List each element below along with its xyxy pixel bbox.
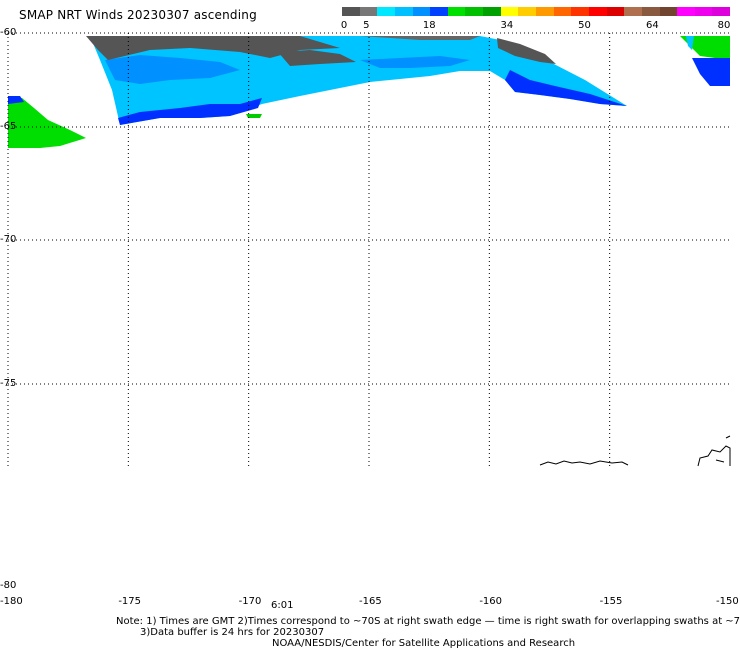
colorbar-segment xyxy=(712,7,731,16)
colorbar-tick-label: 5 xyxy=(363,20,370,31)
colorbar-segment xyxy=(624,7,642,16)
swath-gray-west xyxy=(86,36,340,60)
colorbar-segment xyxy=(571,7,589,16)
swath-left-green xyxy=(8,98,86,148)
swath-mid-blue-2 xyxy=(360,56,470,68)
longitude-label: -150 xyxy=(716,596,739,607)
colorbar-segment xyxy=(536,7,554,16)
longitude-label: -175 xyxy=(118,596,142,607)
colorbar-segment xyxy=(359,7,378,16)
colorbar-segment xyxy=(553,7,572,16)
coastline-east xyxy=(697,435,731,467)
swath-left-blue xyxy=(8,96,24,104)
colorbar-segment xyxy=(377,7,395,16)
note-line-2: 3)Data buffer is 24 hrs for 20230307 xyxy=(140,627,325,638)
swath-green-spot xyxy=(246,114,262,118)
colorbar-segment xyxy=(394,7,413,16)
colorbar-segment xyxy=(412,7,431,16)
latitude-label: -65 xyxy=(0,121,17,132)
colorbar-segment xyxy=(430,7,448,16)
note-line-3: NOAA/NESDIS/Center for Satellite Applica… xyxy=(272,638,576,649)
colorbar-segment xyxy=(641,7,660,16)
latitude-label: -70 xyxy=(0,234,17,245)
colorbar-segment xyxy=(500,7,519,16)
longitude-label: -155 xyxy=(599,596,623,607)
colorbar-segment xyxy=(588,7,607,16)
colorbar-segment xyxy=(447,7,466,16)
colorbar-segment xyxy=(342,7,360,16)
colorbar-segment xyxy=(483,7,501,16)
swath-time-label: 6:01 xyxy=(271,600,294,611)
coastline xyxy=(539,435,731,467)
colorbar-segment xyxy=(606,7,625,16)
map-title: SMAP NRT Winds 20230307 ascending xyxy=(19,8,257,22)
swath-gray-east xyxy=(497,38,556,64)
swath-mid-blue xyxy=(105,55,240,84)
swath-gray-top xyxy=(360,36,480,40)
longitude-label: -170 xyxy=(238,596,262,607)
longitude-label: -180 xyxy=(0,596,23,607)
colorbar-segment xyxy=(677,7,695,16)
coastline-central xyxy=(539,460,629,466)
colorbar-segment xyxy=(518,7,537,16)
swath-right-light xyxy=(686,36,694,50)
swath-dark-blue-west xyxy=(118,98,262,125)
wind-swaths xyxy=(8,36,730,148)
colorbar-tick-label: 0 xyxy=(340,20,348,31)
note-line-1: Note: 1) Times are GMT 2)Times correspon… xyxy=(116,616,740,627)
colorbar-segment xyxy=(465,7,484,16)
colorbar-segment xyxy=(694,7,713,16)
graticule xyxy=(7,32,730,466)
longitude-label: -160 xyxy=(479,596,503,607)
colorbar-tick-label: 34 xyxy=(500,20,514,31)
wind-speed-colorbar xyxy=(342,7,731,16)
swath-dark-blue-east xyxy=(505,70,627,106)
colorbar-tick-label: 50 xyxy=(578,20,591,31)
latitude-label: -75 xyxy=(0,378,17,389)
longitude-label: -165 xyxy=(359,596,382,607)
latitude-label: -80 xyxy=(0,580,17,591)
swath-gray-mid xyxy=(278,50,356,66)
colorbar-segment xyxy=(659,7,678,16)
swath-right-blue xyxy=(692,58,730,86)
swath-light-blue xyxy=(90,36,627,125)
colorbar-tick-label: 64 xyxy=(646,20,659,31)
colorbar-tick-label: 18 xyxy=(422,20,436,31)
latitude-label: -60 xyxy=(0,27,17,38)
colorbar-tick-label: 80 xyxy=(717,20,731,31)
